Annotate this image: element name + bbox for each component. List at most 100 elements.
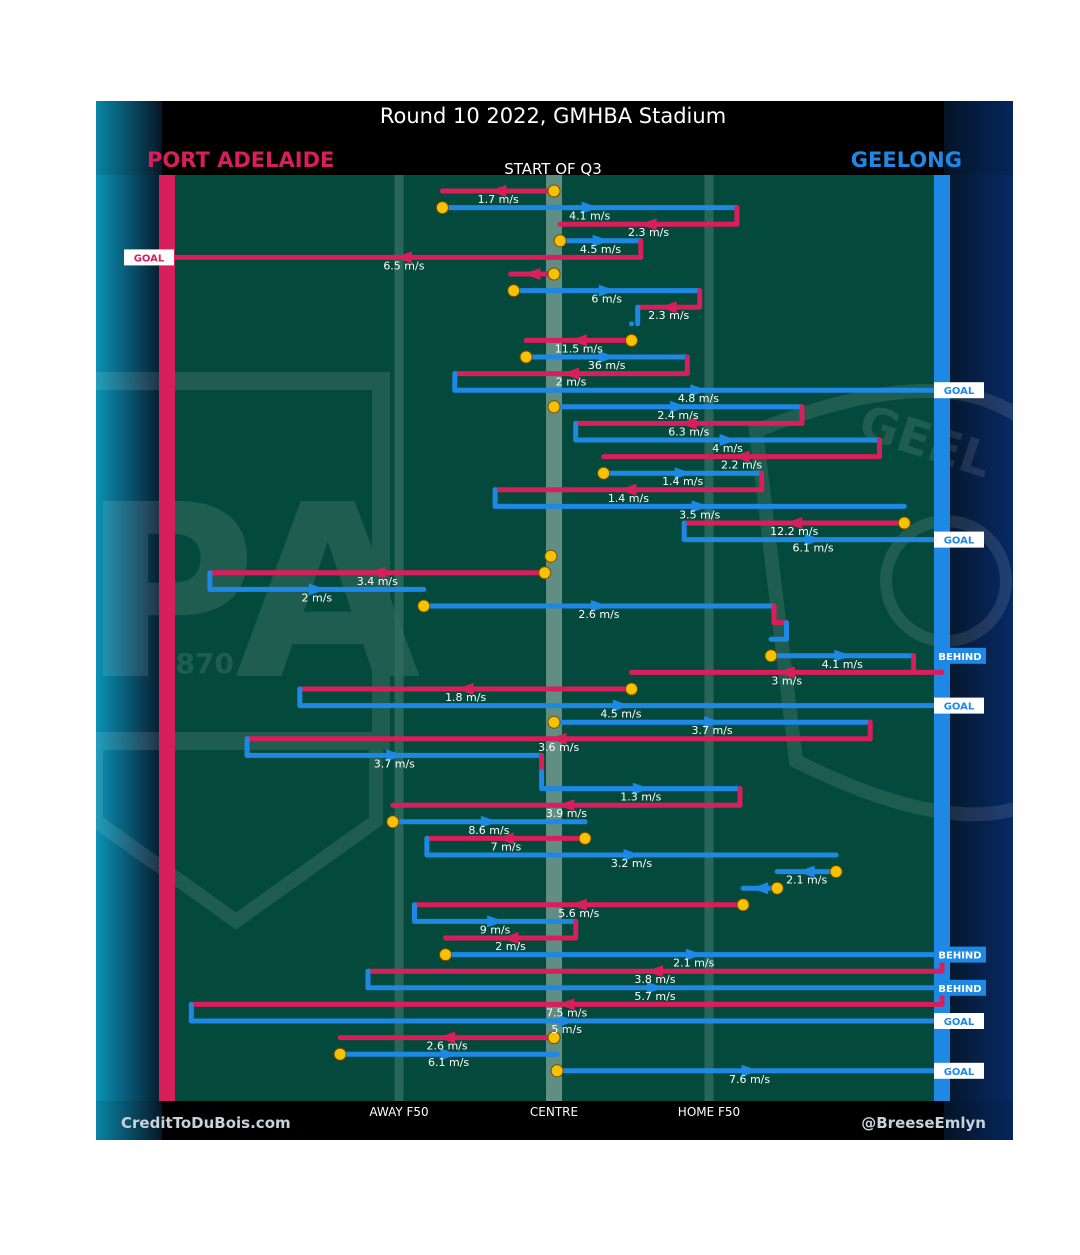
direction-arrow-53	[741, 1064, 759, 1077]
direction-arrow-18	[619, 483, 637, 496]
score-tag-50: GOAL	[934, 1013, 984, 1029]
direction-arrow-23	[368, 566, 386, 579]
chain-start-marker-10	[519, 350, 533, 364]
chain-segment-34	[244, 736, 545, 762]
chain-segment-31	[297, 686, 945, 712]
chain-start-marker-1	[435, 201, 449, 215]
direction-arrow-38	[480, 815, 498, 828]
chain-start-marker-30	[625, 682, 638, 696]
chain-segment-30	[297, 682, 638, 696]
chain-segment-4	[164, 238, 644, 264]
speed-label-36: 1.3 m/s	[620, 791, 661, 804]
chain-segment-22	[544, 549, 558, 563]
speed-label-24: 2 m/s	[302, 591, 333, 604]
speed-label-52: 6.1 m/s	[428, 1056, 469, 1069]
score-tag-label-31: GOAL	[944, 702, 975, 713]
chain-segment-2	[557, 205, 740, 231]
direction-arrow-46	[685, 948, 703, 961]
chain-segment-38	[386, 815, 588, 829]
chain-segment-12	[452, 371, 945, 397]
direction-arrow-39	[496, 832, 514, 845]
direction-arrow-45	[501, 932, 519, 944]
speed-label-10: 36 m/s	[588, 359, 626, 372]
speed-label-28: 4.1 m/s	[822, 658, 863, 671]
speed-label-18: 1.4 m/s	[608, 492, 649, 505]
score-tag-label-28: BEHIND	[938, 652, 981, 663]
chain-segment-13	[547, 400, 805, 414]
direction-arrow-0	[489, 185, 507, 197]
chain-segment-46	[439, 948, 945, 962]
chain-segment-41	[774, 865, 843, 879]
score-tag-box-50	[934, 1013, 984, 1029]
x-tick-label-0: AWAY F50	[369, 1105, 428, 1119]
chain-segment-10	[519, 350, 690, 364]
chain-start-marker-20	[897, 516, 911, 530]
direction-arrow-20	[785, 517, 803, 529]
direction-arrow-2	[639, 218, 657, 231]
score-tag-53: GOAL	[934, 1062, 984, 1079]
direction-arrow-32	[704, 716, 722, 729]
chain-segment-20	[681, 516, 911, 530]
chain-segment-25	[417, 599, 777, 613]
x-tick-label-2: HOME F50	[678, 1105, 740, 1119]
chain-segment-50	[188, 1001, 945, 1027]
speed-label-37: 3.9 m/s	[546, 807, 587, 820]
direction-arrow-30	[456, 683, 474, 695]
speed-label-29: 3 m/s	[771, 674, 802, 687]
score-tag-label-50: GOAL	[944, 1017, 975, 1028]
score-tag-label-21: GOAL	[944, 536, 975, 547]
direction-arrow-21	[805, 533, 823, 546]
direction-arrow-24	[308, 583, 326, 596]
chain-segment-45	[443, 918, 579, 944]
direction-arrow-40	[623, 849, 641, 861]
direction-arrow-11	[562, 367, 580, 380]
chain-segment-40	[424, 835, 839, 861]
x-tick-label-1: CENTRE	[530, 1105, 578, 1119]
direction-arrow-50	[558, 1015, 576, 1027]
direction-arrow-52	[440, 1048, 458, 1061]
direction-arrow-42	[751, 882, 769, 895]
chain-segment-27	[768, 620, 789, 642]
speed-label-25: 2.6 m/s	[578, 608, 619, 621]
speed-label-51: 2.6 m/s	[426, 1040, 467, 1053]
chain-segment-32	[547, 715, 873, 729]
chain-start-marker-23	[538, 566, 552, 580]
score-tag-box-21	[934, 531, 984, 548]
direction-arrow-9	[569, 334, 587, 347]
chain-start-marker-25	[417, 599, 431, 613]
score-tag-label-53: GOAL	[944, 1067, 975, 1078]
score-tag-31: GOAL	[934, 697, 984, 714]
speed-label-48: 5.7 m/s	[634, 990, 675, 1003]
speed-label-3: 4.5 m/s	[580, 243, 621, 256]
direction-arrow-36	[632, 782, 650, 795]
chain-segment-33	[244, 719, 873, 745]
direction-arrow-29	[777, 666, 795, 679]
direction-arrow-47	[646, 965, 663, 978]
chain-segment-39	[424, 831, 592, 845]
score-tag-12: GOAL	[934, 382, 984, 399]
speed-label-34: 3.7 m/s	[374, 757, 415, 770]
geelong-goal-bar	[934, 175, 950, 1101]
chain-segment-37	[390, 786, 743, 812]
direction-arrow-28	[834, 649, 852, 662]
direction-arrow-6	[598, 284, 616, 297]
score-tag-28: BEHIND	[934, 647, 986, 664]
speed-label-6: 6 m/s	[591, 293, 622, 306]
direction-arrow-31	[612, 699, 630, 712]
chain-segment-23	[207, 566, 552, 580]
score-tag-label-46: BEHIND	[938, 951, 981, 962]
score-tags: GOAL GOAL GOAL BEHIND GOAL BEHIND BEHIND GOAL GO…	[124, 249, 986, 1079]
field-line-0	[394, 175, 404, 1101]
chain-segment-6	[507, 284, 703, 298]
speed-label-12: 4.8 m/s	[678, 392, 719, 405]
speed-label-44: 9 m/s	[480, 923, 511, 936]
chain-start-marker-42	[770, 881, 784, 895]
speed-labels: 1.7 m/s 4.1 m/s 2.3 m/s 4.5 m/s 6.5 m/s 6 m/s…	[302, 193, 864, 1086]
direction-arrow-25	[590, 600, 608, 612]
chart-frame: PA 1870 GEEL 1.7 m/s 4.1 m/s 2.3 m/s 4.5 m/…	[96, 101, 1013, 1140]
chain-segment-1	[435, 201, 740, 215]
chart-title: Round 10 2022, GMHBA Stadium	[380, 104, 726, 128]
credit-left: CreditToDuBois.com	[121, 1114, 291, 1132]
chain-segment-14	[573, 404, 805, 430]
direction-arrow-37	[557, 799, 575, 812]
